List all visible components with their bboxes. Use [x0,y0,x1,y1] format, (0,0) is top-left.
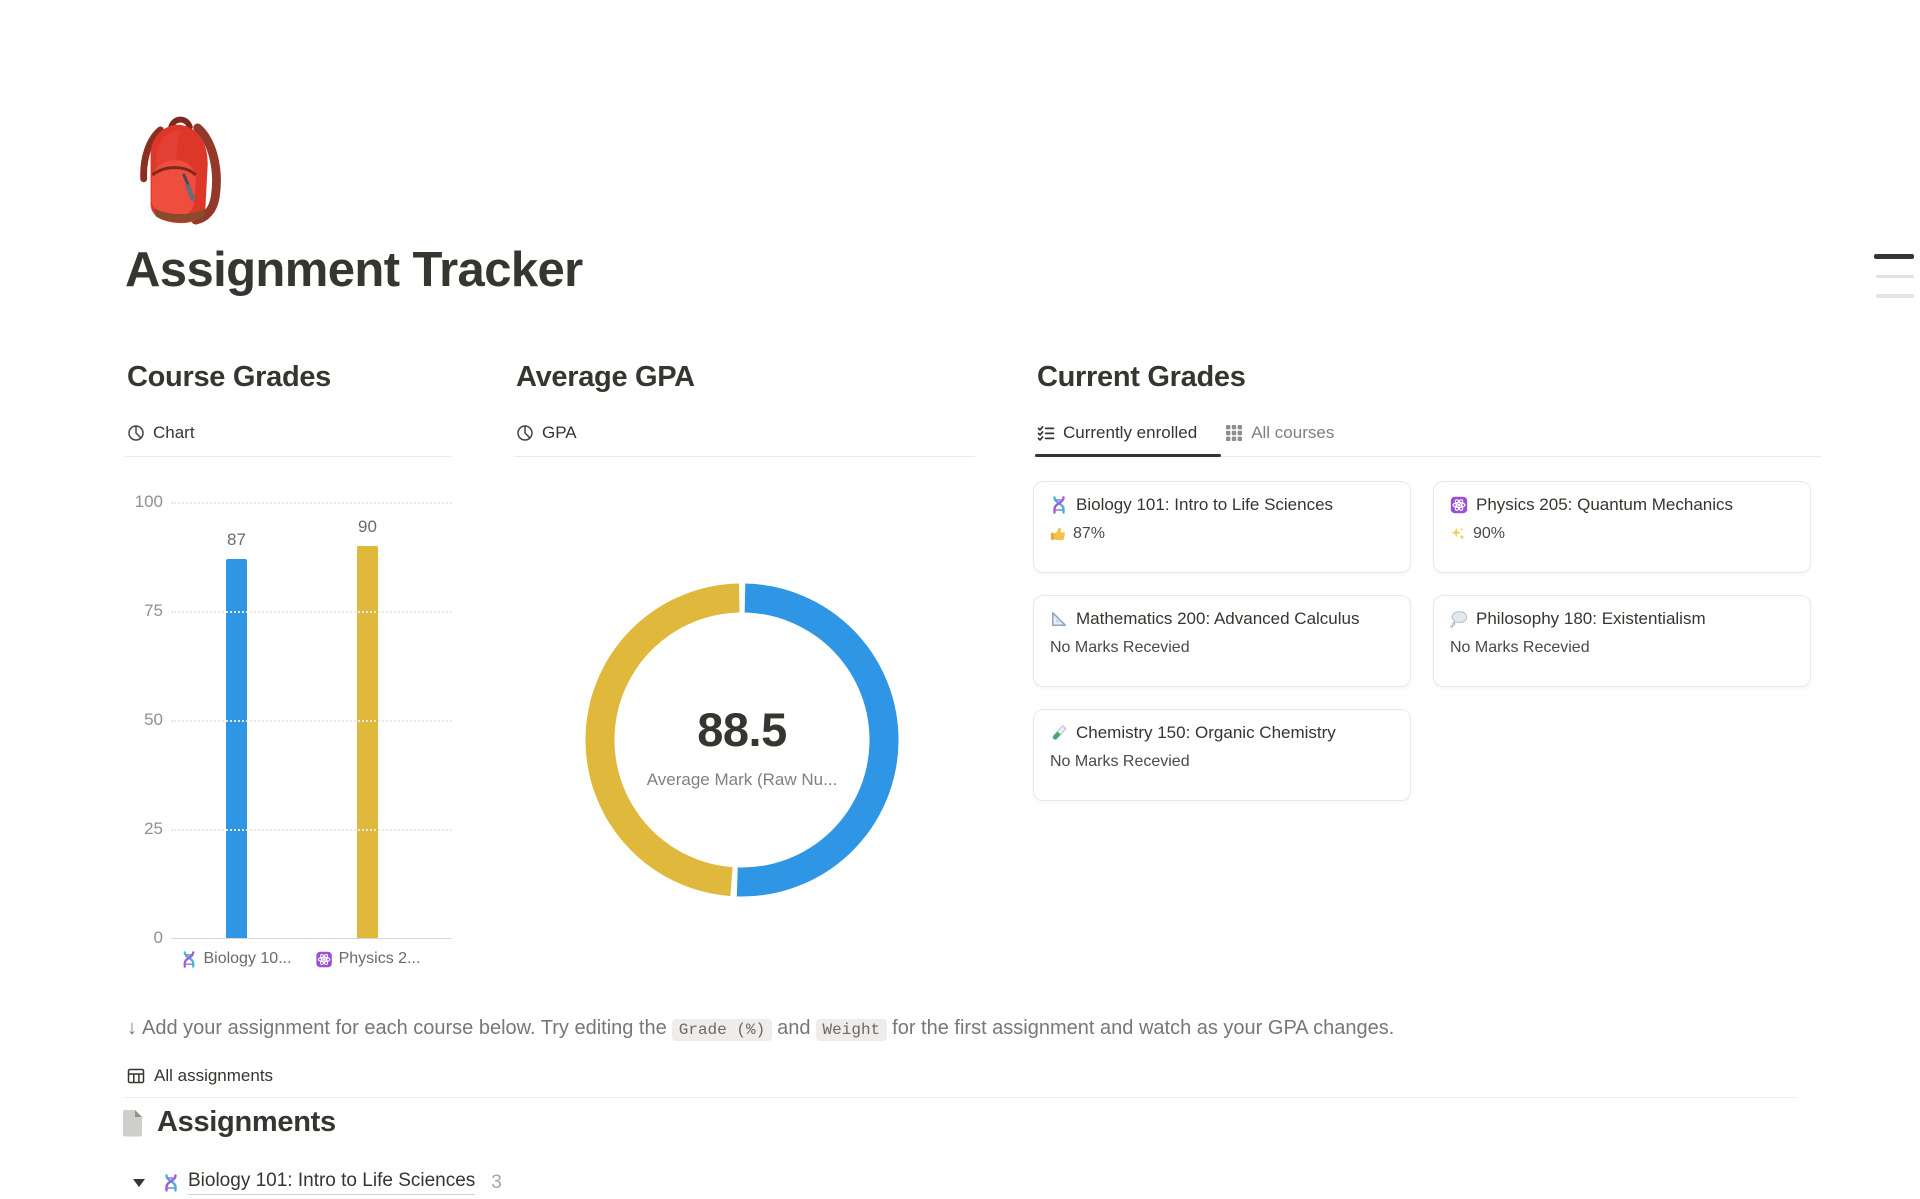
divider [1033,456,1821,457]
triangle-ruler-emoji-icon [1050,610,1068,628]
view-tab-chart[interactable]: Chart [127,423,195,443]
inline-code-grade: Grade (%) [671,1019,773,1041]
y-tick-label: 0 [153,928,163,947]
course-grades-heading: Course Grades [127,361,332,393]
card-mark: No Marks Recevied [1050,753,1190,770]
down-arrow-icon: ↓ [127,1017,137,1039]
view-tab-gpa[interactable]: GPA [516,423,577,443]
average-gpa-donut-chart [585,583,899,897]
y-tick-label: 50 [144,710,163,729]
card-mark: 90% [1473,525,1506,542]
donut-slice[interactable] [585,583,899,897]
atom-emoji-icon [1450,496,1468,514]
x-tick-text: Biology 10... [203,950,292,967]
bar-value-label: 90 [358,516,377,536]
checklist-icon [1037,424,1055,442]
average-gpa-heading: Average GPA [516,361,695,393]
group-title-link[interactable]: Biology 101: Intro to Life Sciences [188,1170,476,1195]
table-view-icon [127,1067,145,1085]
page-title[interactable]: Assignment Tracker [125,243,583,297]
card-mark: No Marks Recevied [1050,639,1190,656]
assignments-heading-text: Assignments [157,1106,336,1138]
divider [125,1097,1796,1098]
gridline [171,611,452,613]
chart-view-icon [516,424,534,442]
bar-biology[interactable]: 87 [226,502,247,938]
bar-plot: 87 90 0 25 50 75 100 [127,492,452,947]
assignment-group-row: Biology 101: Intro to Life Sciences 3 [133,1170,502,1195]
y-tick-label: 75 [144,601,163,620]
donut-slice[interactable] [585,583,899,897]
dna-emoji-icon [180,950,197,968]
course-card-mathematics[interactable]: Mathematics 200: Advanced Calculus No Ma… [1033,595,1411,687]
toc-line [1874,254,1914,259]
tab-label: Currently enrolled [1063,423,1198,442]
bar [357,545,378,938]
x-tick-text: Physics 2... [338,950,421,967]
donut-center-value: 88.5 [697,703,787,756]
assignments-heading: Assignments [121,1106,336,1139]
toggle-triangle-icon[interactable] [133,1178,145,1187]
group-count: 3 [491,1171,502,1193]
card-title: Philosophy 180: Existentialism [1476,609,1706,628]
gridline [171,720,452,722]
thought-balloon-emoji-icon [1450,610,1468,628]
page-icon [121,1109,145,1137]
course-card-physics[interactable]: Physics 205: Quantum Mechanics 90% [1433,481,1811,573]
chart-view-icon [127,424,145,442]
view-tab-label: GPA [542,423,577,442]
card-title: Mathematics 200: Advanced Calculus [1076,609,1360,628]
x-axis-label-biology: Biology 10... [180,950,292,968]
toc-line [1876,274,1914,278]
course-grades-bar-chart: 87 90 0 25 50 75 100 Biology 10... Physics 2… [127,492,452,1014]
y-tick-label: 25 [144,819,163,838]
table-of-contents-indicator[interactable] [1872,254,1914,314]
test-tube-emoji-icon [1050,724,1068,742]
card-title: Chemistry 150: Organic Chemistry [1076,723,1336,742]
gridline [171,829,452,831]
tab-currently-enrolled[interactable]: Currently enrolled [1037,423,1197,443]
donut-center-label: Average Mark (Raw Nu... [646,770,838,789]
instruction-part: Add your assignment for each course belo… [142,1017,667,1039]
dna-emoji-icon [1050,496,1068,514]
bar-value-label: 87 [227,529,246,549]
inline-code-weight: Weight [815,1019,888,1041]
tab-label: All courses [1251,423,1335,442]
course-cards-grid: Biology 101: Intro to Life Sciences 87% … [1033,481,1811,801]
instruction-part: and [777,1017,811,1039]
course-card-biology[interactable]: Biology 101: Intro to Life Sciences 87% [1033,481,1411,573]
card-mark: 87% [1073,525,1106,542]
view-tab-label: Chart [153,423,195,442]
card-title: Biology 101: Intro to Life Sciences [1076,495,1334,514]
sparkles-emoji-icon [1450,526,1466,542]
gridline [171,938,452,939]
card-title: Physics 205: Quantum Mechanics [1476,495,1734,514]
divider [514,456,975,457]
divider [125,456,452,457]
course-card-philosophy[interactable]: Philosophy 180: Existentialism No Marks … [1433,595,1811,687]
backpack-emoji-icon[interactable] [131,114,229,232]
y-tick-label: 100 [134,492,163,511]
x-axis-label-physics: Physics 2... [316,950,421,968]
tab-all-courses[interactable]: All courses [1225,423,1334,443]
gridline [171,502,452,504]
view-tab-all-assignments[interactable]: All assignments [127,1066,273,1086]
view-tab-label: All assignments [154,1066,274,1085]
course-card-chemistry[interactable]: Chemistry 150: Organic Chemistry No Mark… [1033,709,1411,801]
grid-icon [1225,424,1243,442]
instruction-part: for the first assignment and watch as yo… [892,1017,1395,1039]
thumbs-up-emoji-icon [1050,526,1066,542]
bar-physics[interactable]: 90 [357,502,378,938]
toc-line [1876,294,1914,298]
active-tab-underline [1035,454,1221,457]
bar [226,558,247,938]
instruction-text: ↓ Add your assignment for each course bel… [127,1014,1587,1045]
atom-emoji-icon [316,951,333,968]
current-grades-heading: Current Grades [1037,361,1246,393]
dna-emoji-icon [162,1173,180,1192]
card-mark: No Marks Recevied [1450,639,1590,656]
